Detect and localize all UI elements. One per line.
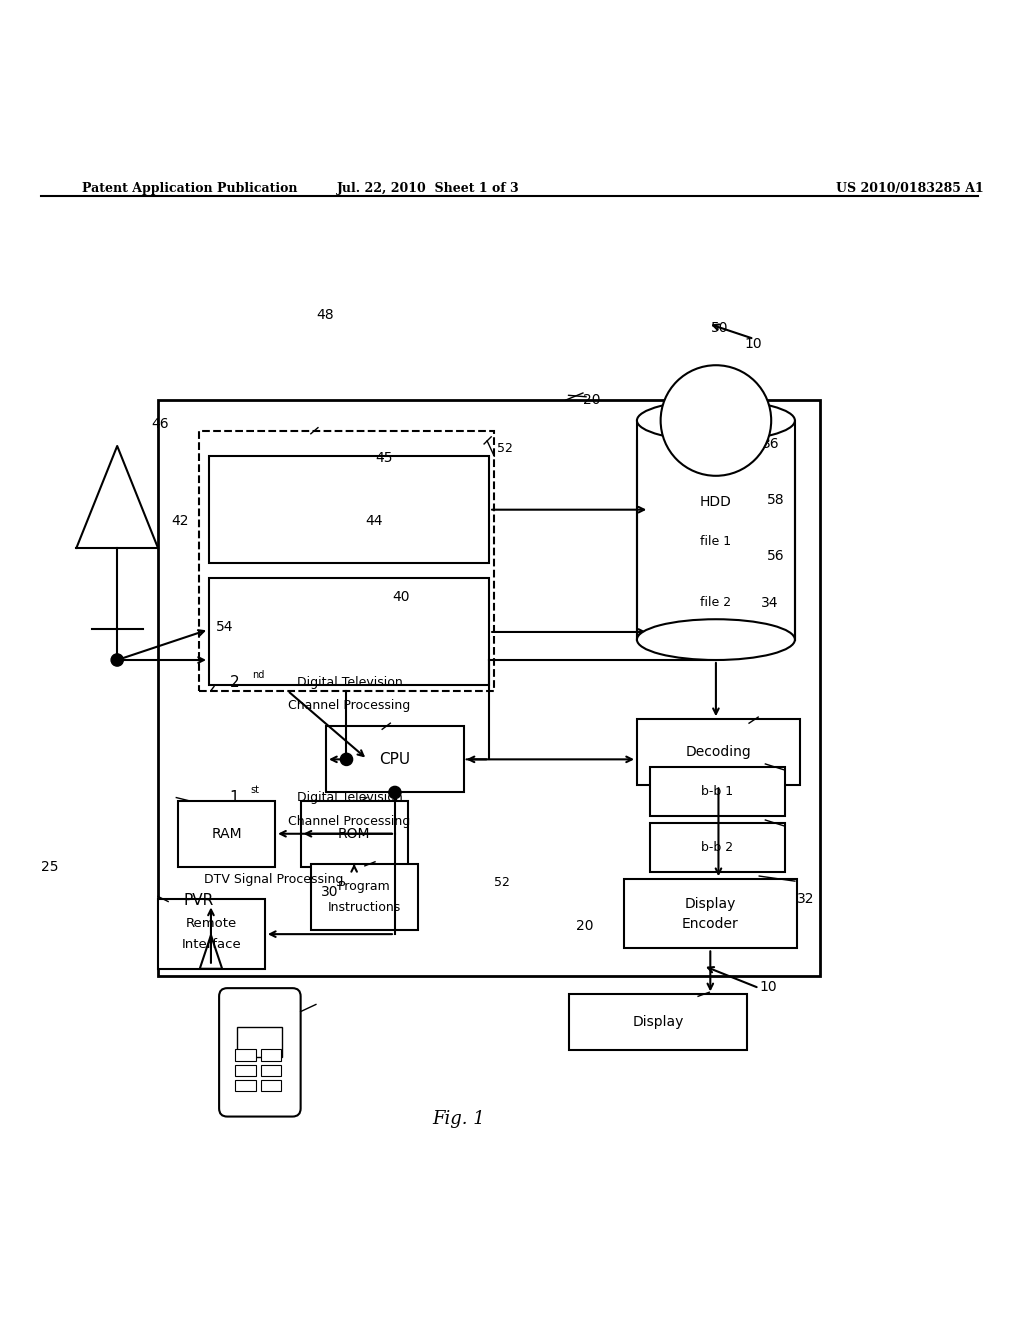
Ellipse shape: [637, 619, 795, 660]
FancyBboxPatch shape: [637, 719, 800, 785]
Bar: [261, 1080, 282, 1092]
Circle shape: [389, 787, 401, 799]
Text: 25: 25: [41, 859, 58, 874]
Text: 52: 52: [498, 442, 513, 455]
Text: 48: 48: [316, 308, 334, 322]
Circle shape: [340, 754, 352, 766]
FancyBboxPatch shape: [624, 879, 797, 948]
Text: Interface: Interface: [181, 937, 242, 950]
FancyBboxPatch shape: [301, 801, 408, 867]
Text: HDD: HDD: [700, 495, 732, 510]
Circle shape: [111, 653, 123, 667]
Text: 1: 1: [229, 791, 240, 805]
Text: 2: 2: [229, 675, 240, 690]
Text: b-b 2: b-b 2: [701, 841, 733, 854]
FancyBboxPatch shape: [649, 517, 781, 566]
Text: Remote: Remote: [185, 917, 238, 931]
Text: file 2: file 2: [699, 597, 731, 610]
FancyBboxPatch shape: [311, 863, 418, 931]
Text: 44: 44: [365, 515, 382, 528]
Text: 20: 20: [575, 919, 593, 933]
Text: 42: 42: [171, 515, 188, 528]
FancyBboxPatch shape: [178, 801, 275, 867]
FancyBboxPatch shape: [649, 578, 781, 627]
Text: b-b 1: b-b 1: [701, 785, 733, 799]
FancyBboxPatch shape: [650, 767, 784, 816]
Text: 36: 36: [762, 437, 780, 451]
Text: Digital Television: Digital Television: [297, 676, 402, 689]
Text: RAM: RAM: [211, 826, 242, 841]
Text: DTV Signal Processing: DTV Signal Processing: [204, 874, 343, 886]
FancyBboxPatch shape: [326, 726, 464, 792]
FancyBboxPatch shape: [158, 899, 265, 969]
Text: 40: 40: [392, 590, 410, 603]
Text: Patent Application Publication: Patent Application Publication: [82, 182, 297, 194]
Text: 10: 10: [744, 337, 762, 351]
Text: Instructions: Instructions: [328, 900, 401, 913]
Text: Fig. 1: Fig. 1: [432, 1110, 485, 1127]
FancyBboxPatch shape: [568, 994, 746, 1051]
FancyBboxPatch shape: [650, 824, 784, 873]
Bar: [236, 1049, 256, 1060]
Bar: [261, 1065, 282, 1076]
FancyBboxPatch shape: [209, 457, 489, 564]
Text: US 2010/0183285 A1: US 2010/0183285 A1: [836, 182, 983, 194]
Text: 58: 58: [767, 494, 785, 507]
Text: 54: 54: [216, 620, 233, 635]
Text: 30: 30: [321, 886, 339, 899]
FancyBboxPatch shape: [209, 578, 489, 685]
Text: Encoder: Encoder: [682, 917, 738, 931]
Bar: [236, 1065, 256, 1076]
Text: Program: Program: [338, 880, 391, 894]
Text: 10: 10: [759, 981, 777, 994]
Text: Channel Processing: Channel Processing: [289, 814, 411, 828]
Bar: [261, 1049, 282, 1060]
FancyBboxPatch shape: [219, 989, 301, 1117]
Text: 56: 56: [767, 549, 785, 564]
Text: Display: Display: [632, 1015, 683, 1030]
Text: Decoding: Decoding: [686, 746, 752, 759]
Text: Channel Processing: Channel Processing: [289, 700, 411, 713]
Text: Display: Display: [685, 896, 736, 911]
Text: st: st: [250, 785, 259, 796]
Text: Jul. 22, 2010  Sheet 1 of 3: Jul. 22, 2010 Sheet 1 of 3: [337, 182, 519, 194]
Text: 20: 20: [583, 393, 600, 407]
Text: 46: 46: [151, 417, 169, 430]
Text: Digital Television: Digital Television: [297, 791, 402, 804]
Text: 50: 50: [712, 321, 729, 335]
Text: 34: 34: [761, 597, 779, 610]
Bar: [199, 430, 495, 690]
Bar: [637, 421, 795, 640]
Text: ROM: ROM: [338, 826, 371, 841]
Text: CPU: CPU: [379, 752, 411, 767]
Text: 32: 32: [797, 891, 814, 906]
FancyBboxPatch shape: [158, 400, 820, 975]
Text: nd: nd: [252, 671, 264, 680]
Text: PVR: PVR: [183, 892, 214, 908]
Text: 52: 52: [495, 876, 510, 890]
Ellipse shape: [637, 400, 795, 441]
Bar: [236, 1080, 256, 1092]
Bar: [238, 1027, 283, 1057]
Circle shape: [660, 366, 771, 475]
Text: 45: 45: [375, 451, 392, 465]
Text: file 1: file 1: [699, 536, 731, 548]
